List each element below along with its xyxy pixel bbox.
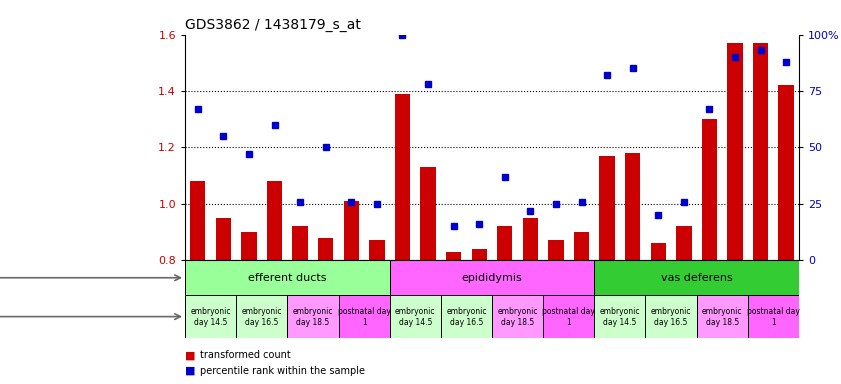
Bar — [645, 295, 696, 338]
Bar — [753, 43, 768, 260]
Bar — [779, 85, 794, 260]
Text: embryonic
day 16.5: embryonic day 16.5 — [651, 306, 691, 327]
Bar — [625, 153, 640, 260]
Text: postnatal day
1: postnatal day 1 — [337, 306, 390, 327]
Bar — [215, 218, 231, 260]
Text: GDS3862 / 1438179_s_at: GDS3862 / 1438179_s_at — [185, 18, 361, 32]
Text: embryonic
day 14.5: embryonic day 14.5 — [395, 306, 436, 327]
Bar — [595, 295, 645, 338]
Bar — [318, 238, 333, 260]
Bar — [344, 201, 359, 260]
Bar — [727, 43, 743, 260]
Bar — [185, 260, 389, 295]
Bar — [420, 167, 436, 260]
Text: vas deferens: vas deferens — [661, 273, 733, 283]
Text: postnatal day
1: postnatal day 1 — [542, 306, 595, 327]
Bar — [441, 295, 492, 338]
Bar — [338, 295, 389, 338]
Text: embryonic
day 14.5: embryonic day 14.5 — [190, 306, 230, 327]
Text: efferent ducts: efferent ducts — [248, 273, 326, 283]
Text: postnatal day
1: postnatal day 1 — [747, 306, 800, 327]
Bar — [522, 218, 538, 260]
Bar — [446, 252, 461, 260]
Text: embryonic
day 18.5: embryonic day 18.5 — [702, 306, 743, 327]
Bar — [185, 295, 236, 338]
Bar — [288, 295, 338, 338]
Bar — [389, 295, 441, 338]
Bar — [543, 295, 595, 338]
Bar — [389, 260, 595, 295]
Bar — [497, 226, 512, 260]
Bar — [701, 119, 717, 260]
Bar — [472, 249, 487, 260]
Text: embryonic
day 18.5: embryonic day 18.5 — [293, 306, 333, 327]
Bar — [369, 240, 384, 260]
Bar — [190, 181, 205, 260]
Bar — [676, 226, 691, 260]
Text: percentile rank within the sample: percentile rank within the sample — [200, 366, 365, 376]
Text: transformed count: transformed count — [200, 350, 291, 360]
Bar — [394, 94, 410, 260]
Bar — [267, 181, 283, 260]
Text: embryonic
day 14.5: embryonic day 14.5 — [600, 306, 640, 327]
Bar — [293, 226, 308, 260]
Text: embryonic
day 16.5: embryonic day 16.5 — [241, 306, 282, 327]
Bar — [574, 232, 590, 260]
Bar — [236, 295, 288, 338]
Bar — [651, 243, 666, 260]
Bar — [600, 156, 615, 260]
Bar — [595, 260, 799, 295]
Text: epididymis: epididymis — [462, 273, 522, 283]
Bar — [696, 295, 748, 338]
Text: ■: ■ — [185, 350, 199, 360]
Text: embryonic
day 18.5: embryonic day 18.5 — [497, 306, 537, 327]
Text: ■: ■ — [185, 366, 199, 376]
Bar — [492, 295, 543, 338]
Bar — [748, 295, 799, 338]
Text: embryonic
day 16.5: embryonic day 16.5 — [447, 306, 487, 327]
Bar — [548, 240, 563, 260]
Bar — [241, 232, 257, 260]
